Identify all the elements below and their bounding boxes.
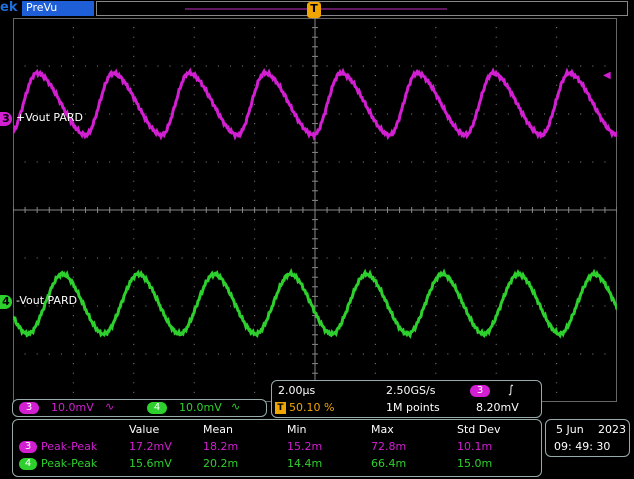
measurement-row-2-mean: 20.2m (203, 457, 239, 470)
measurement-header-std-dev: Std Dev (457, 423, 501, 436)
measurement-row-1-std-dev: 10.1m (457, 440, 493, 453)
channel-3-badge[interactable]: 3 (19, 402, 39, 414)
measurement-row-1-min: 15.2m (287, 440, 323, 453)
record-length: 1M points (386, 401, 440, 414)
trigger-slope-icon: ∫ (508, 383, 514, 396)
measurement-row-2-std-dev: 15.0m (457, 457, 493, 470)
trigger-position-percent[interactable]: 50.10 % (289, 401, 335, 414)
date: 5 Jun (556, 423, 584, 436)
channel-scale-panel[interactable]: 3 10.0mV ∿ 4 10.0mV ∿ (12, 399, 267, 417)
trigger-position-marker[interactable]: T (307, 2, 321, 18)
channel-3-label: +Vout PARD (16, 111, 83, 124)
measurement-row-1-mean: 18.2m (203, 440, 239, 453)
time-per-div[interactable]: 2.00µs (278, 384, 316, 397)
measurement-row-2-label[interactable]: Peak-Peak (41, 457, 98, 470)
channel-3-coupling-icon: ∿ (105, 400, 115, 413)
trigger-level-marker[interactable]: ◀ (603, 70, 611, 81)
datetime-panel[interactable]: 5 Jun 2023 09: 49: 30 (545, 419, 630, 457)
measurement-row-1-value: 17.2mV (129, 440, 172, 453)
time: 09: 49: 30 (554, 440, 611, 453)
channel-3-scale[interactable]: 10.0mV (51, 401, 94, 414)
channel-4-ground-marker[interactable]: 4 (0, 295, 12, 309)
sample-rate: 2.50GS/s (386, 384, 436, 397)
measurement-header-value: Value (129, 423, 160, 436)
channel-4-label: -Vout PARD (16, 294, 78, 307)
channel-4-scale[interactable]: 10.0mV (179, 401, 222, 414)
graticule[interactable] (13, 18, 617, 402)
channel-4-badge[interactable]: 4 (147, 402, 167, 414)
acquisition-mode-label: PreVu (26, 1, 58, 14)
measurements-panel[interactable]: Value Mean Min Max Std Dev 3 Peak-Peak 1… (12, 419, 542, 477)
measurement-header-max: Max (371, 423, 394, 436)
trigger-source-badge[interactable]: 3 (470, 385, 490, 397)
channel-4-waveform (13, 268, 617, 339)
channel-4-coupling-icon: ∿ (231, 400, 241, 413)
measurement-row-1-label[interactable]: Peak-Peak (41, 440, 98, 453)
measurement-row-1-channel-badge: 3 (19, 441, 37, 453)
trigger-level[interactable]: 8.20mV (476, 401, 519, 414)
record-view-graphic (185, 8, 447, 10)
measurement-row-2-max: 66.4m (371, 457, 407, 470)
acquisition-mode[interactable]: PreVu (22, 1, 94, 16)
measurement-row-2-channel-badge: 4 (19, 458, 37, 470)
measurement-header-min: Min (287, 423, 307, 436)
measurement-header-mean: Mean (203, 423, 233, 436)
trigger-position-badge: T (275, 402, 286, 414)
channel-3-waveform (13, 67, 617, 141)
channel-3-ground-marker[interactable]: 3 (0, 112, 12, 126)
year: 2023 (598, 423, 626, 436)
measurement-row-2-min: 14.4m (287, 457, 323, 470)
record-view-bar[interactable] (96, 1, 628, 16)
timebase-panel[interactable]: 2.00µs 2.50GS/s 3 ∫ T 50.10 % 1M points … (271, 380, 542, 418)
grid-lines (13, 18, 617, 402)
measurement-row-2-value: 15.6mV (129, 457, 172, 470)
tek-logo: ek (0, 0, 18, 15)
measurement-row-1-max: 72.8m (371, 440, 407, 453)
